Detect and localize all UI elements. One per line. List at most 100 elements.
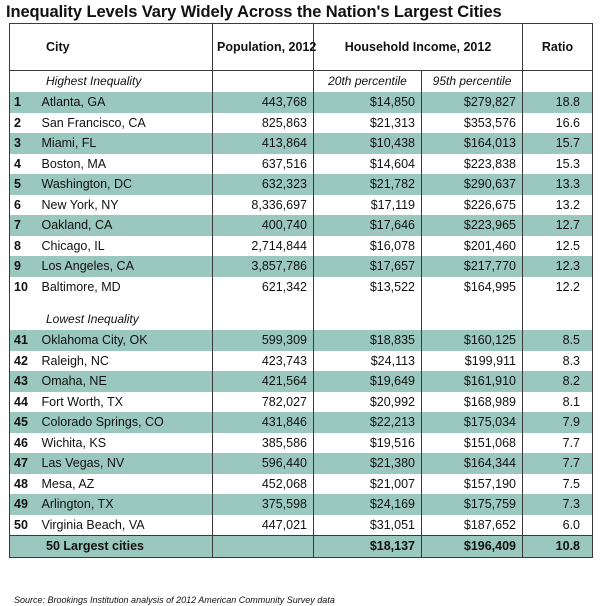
city-cell: Washington, DC	[36, 174, 213, 195]
p20-cell: $17,119	[313, 194, 422, 215]
table-row: 3 Miami, FL 413,864 $10,438 $164,013 15.7	[9, 133, 594, 154]
p20-cell: $20,992	[313, 391, 422, 412]
rank-cell: 3	[9, 133, 37, 154]
population-cell: 423,743	[212, 350, 314, 371]
population-cell: 447,021	[212, 514, 314, 536]
city-cell: Colorado Springs, CO	[36, 412, 213, 433]
p20-cell: $13,522	[313, 276, 422, 297]
population-cell: 413,864	[212, 133, 314, 154]
p95-cell: $164,013	[420, 133, 524, 154]
population-cell: 637,516	[212, 153, 314, 174]
p20-cell: $21,782	[313, 174, 422, 195]
p95-cell: $353,576	[420, 112, 524, 133]
city-cell: Wichita, KS	[36, 432, 213, 453]
ratio-cell: 18.8	[522, 92, 594, 113]
source-note: Source: Brookings Institution analysis o…	[14, 595, 335, 605]
rank-cell: 10	[9, 276, 37, 297]
subheader-p20: 20th percentile	[313, 70, 422, 92]
city-cell: Omaha, NE	[36, 371, 213, 392]
p20-cell: $24,113	[313, 350, 422, 371]
table-row: 48 Mesa, AZ 452,068 $21,007 $157,190 7.5	[9, 473, 594, 494]
table-row: 47 Las Vegas, NV 596,440 $21,380 $164,344 7.7	[9, 453, 594, 474]
table-row: 8 Chicago, IL 2,714,844 $16,078 $201,460 12.5	[9, 235, 594, 256]
p95-cell: $199,911	[420, 350, 524, 371]
population-cell: 2,714,844	[212, 235, 314, 256]
city-cell: San Francisco, CA	[36, 112, 213, 133]
header-household-income: Household Income, 2012	[312, 23, 524, 71]
p20-cell: $16,078	[313, 235, 422, 256]
population-cell: 599,309	[212, 330, 314, 351]
ratio-cell: 12.5	[522, 235, 594, 256]
rank-cell: 43	[9, 371, 37, 392]
city-cell: Fort Worth, TX	[36, 391, 213, 412]
p20-cell: $17,657	[313, 256, 422, 277]
ratio-cell: 13.3	[522, 174, 594, 195]
p20-cell: $17,646	[313, 215, 422, 236]
total-p20: $18,137	[313, 535, 422, 558]
ratio-cell: 15.3	[522, 153, 594, 174]
p20-cell: $10,438	[313, 133, 422, 154]
inequality-table: City Population, 2012 Household Income, …	[9, 23, 594, 558]
city-cell: Virginia Beach, VA	[36, 514, 213, 536]
table-row: 46 Wichita, KS 385,586 $19,516 $151,068 7.7	[9, 432, 594, 453]
rank-cell: 45	[9, 412, 37, 433]
p95-cell: $290,637	[420, 174, 524, 195]
header-city: City	[9, 23, 213, 71]
section-label-lowest: Lowest Inequality	[9, 309, 213, 330]
lowest-section-header: Lowest Inequality	[9, 309, 594, 330]
header-population: Population, 2012	[212, 23, 316, 71]
ratio-cell: 7.3	[522, 494, 594, 515]
city-cell: Las Vegas, NV	[36, 453, 213, 474]
city-cell: Raleigh, NC	[36, 350, 213, 371]
city-cell: Los Angeles, CA	[36, 256, 213, 277]
table-title: Inequality Levels Vary Widely Across the…	[6, 3, 502, 21]
p20-cell: $31,051	[313, 514, 422, 536]
table-row: 41 Oklahoma City, OK 599,309 $18,835 $160,12…	[9, 330, 594, 351]
p95-cell: $175,034	[420, 412, 524, 433]
table-row: 9 Los Angeles, CA 3,857,786 $17,657 $217,770…	[9, 256, 594, 277]
city-cell: New York, NY	[36, 194, 213, 215]
city-cell: Chicago, IL	[36, 235, 213, 256]
p95-cell: $279,827	[420, 92, 524, 113]
population-cell: 431,846	[212, 412, 314, 433]
ratio-cell: 13.2	[522, 194, 594, 215]
table-row: 45 Colorado Springs, CO 431,846 $22,213 $175…	[9, 412, 594, 433]
p95-cell: $217,770	[420, 256, 524, 277]
population-cell: 596,440	[212, 453, 314, 474]
rank-cell: 47	[9, 453, 37, 474]
population-cell: 421,564	[212, 371, 314, 392]
rank-cell: 44	[9, 391, 37, 412]
total-row: 50 Largest cities $18,137 $196,409 10.8	[9, 535, 594, 558]
ratio-cell: 7.5	[522, 473, 594, 494]
ratio-cell: 16.6	[522, 112, 594, 133]
city-cell: Arlington, TX	[36, 494, 213, 515]
ratio-cell: 8.3	[522, 350, 594, 371]
population-cell: 385,586	[212, 432, 314, 453]
table-row: 7 Oakland, CA 400,740 $17,646 $223,965 12.7	[9, 215, 594, 236]
section-label-highest: Highest Inequality	[9, 70, 213, 92]
highest-section-header: Highest Inequality 20th percentile 95th …	[9, 70, 594, 92]
p95-cell: $151,068	[420, 432, 524, 453]
p95-cell: $187,652	[420, 514, 524, 536]
p20-cell: $21,380	[313, 453, 422, 474]
p95-cell: $223,965	[420, 215, 524, 236]
p20-cell: $19,516	[313, 432, 422, 453]
ratio-cell: 15.7	[522, 133, 594, 154]
population-cell: 782,027	[212, 391, 314, 412]
p20-cell: $18,835	[313, 330, 422, 351]
rank-cell: 48	[9, 473, 37, 494]
p95-cell: $164,344	[420, 453, 524, 474]
rank-cell: 8	[9, 235, 37, 256]
p20-cell: $24,169	[313, 494, 422, 515]
p95-cell: $201,460	[420, 235, 524, 256]
population-cell: 443,768	[212, 92, 314, 113]
p95-cell: $223,838	[420, 153, 524, 174]
rank-cell: 6	[9, 194, 37, 215]
rank-cell: 41	[9, 330, 37, 351]
p95-cell: $164,995	[420, 276, 524, 297]
ratio-cell: 6.0	[522, 514, 594, 536]
p95-cell: $168,989	[420, 391, 524, 412]
population-cell: 400,740	[212, 215, 314, 236]
section-spacer	[9, 297, 594, 309]
rank-cell: 2	[9, 112, 37, 133]
